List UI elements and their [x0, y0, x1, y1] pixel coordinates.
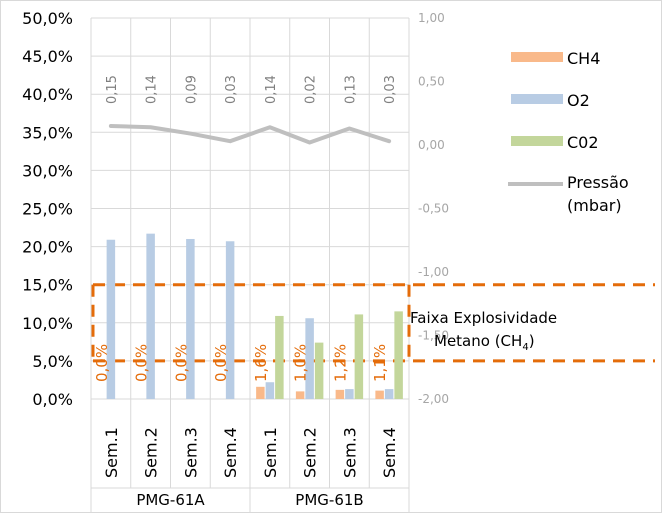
gridlines	[90, 17, 410, 513]
y-right-tick-label: 0,50	[418, 75, 445, 89]
y-left-tick-label: 35,0%	[22, 123, 73, 142]
bar-c02	[314, 342, 324, 399]
category-label: Sem.2	[301, 427, 320, 478]
bar-c02	[394, 311, 403, 399]
y-left-tick-label: 40,0%	[22, 85, 73, 104]
group-label: PMG-61B	[295, 491, 363, 509]
legend-label: (mbar)	[567, 196, 622, 215]
y-right-tick-label: -0,50	[418, 202, 449, 216]
band-label-text: Metano (CH	[434, 332, 522, 350]
bar-o2	[265, 382, 275, 399]
bar-o2	[106, 239, 116, 399]
bar-o2	[225, 241, 235, 399]
pressure-data-label: 0,09	[184, 75, 199, 104]
pressure-data-label: 0,14	[264, 75, 279, 104]
bar-o2	[305, 318, 314, 399]
y-left-tick-label: 45,0%	[22, 47, 73, 66]
band-label-line2: Metano (CH4)	[434, 332, 535, 353]
y-right-tick-label: -1,50	[418, 329, 449, 343]
band-label-line1: Faixa Explosividade	[410, 309, 557, 327]
pressure-data-label: 0,13	[343, 75, 358, 104]
legend-label: Pressão	[567, 173, 629, 192]
ch4-data-label: 0,0%	[93, 344, 111, 382]
bar-c02	[354, 314, 364, 399]
bar-ch4	[375, 390, 384, 399]
legend-label: CH4	[567, 49, 600, 68]
band-label-subscript: 4	[522, 342, 528, 353]
pressure-data-label: 0,02	[304, 75, 319, 104]
y-left-tick-label: 5,0%	[32, 352, 73, 371]
y-left-tick-label: 0,0%	[32, 390, 73, 409]
category-label: Sem.3	[340, 427, 359, 478]
legend-label: C02	[567, 133, 599, 152]
axes: 0,0% 5,0% 10,0% 15,0% 20,0% 25,0% 30,0% 35,0% 40…	[22, 9, 449, 509]
category-label: Sem.3	[181, 427, 200, 478]
pressure-data-label: 0,15	[105, 75, 120, 104]
y-left-tick-label: 20,0%	[22, 238, 73, 257]
legend-swatch-c02	[511, 136, 563, 146]
category-label: Sem.1	[261, 427, 280, 478]
pressure-line	[108, 123, 392, 145]
y-left-tick-label: 25,0%	[22, 200, 73, 219]
y-right-tick-label: -2,00	[418, 392, 449, 406]
category-label: Sem.1	[102, 427, 121, 478]
bar-o2	[384, 389, 394, 399]
ch4-data-label: 0,0%	[133, 344, 151, 382]
y-left-tick-label: 50,0%	[22, 9, 73, 28]
bar-ch4	[256, 386, 265, 399]
ch4-data-label: 1,6%	[252, 344, 270, 382]
explosivity-band	[91, 283, 655, 363]
legend-label: O2	[567, 91, 590, 110]
y-right-tick-label: -1,00	[418, 265, 449, 279]
ch4-data-label: 1,1%	[371, 344, 389, 382]
legend-swatch-ch4	[511, 52, 563, 62]
y-right-tick-label: 1,00	[418, 11, 445, 25]
bar-c02	[275, 315, 284, 399]
pressure-series	[108, 123, 392, 145]
y-left-tick-label: 30,0%	[22, 161, 73, 180]
y-right-tick-label: 0,00	[418, 138, 445, 152]
legend: CH4 O2 C02 Pressão (mbar)	[508, 49, 629, 215]
y-left-tick-label: 15,0%	[22, 276, 73, 295]
bar-ch4	[335, 389, 345, 399]
bar-ch4	[295, 391, 305, 399]
bar-o2	[186, 238, 195, 399]
category-label: Sem.4	[380, 427, 399, 478]
y-left-tick-label: 10,0%	[22, 314, 73, 333]
category-label: Sem.4	[221, 427, 240, 478]
bar-o2	[345, 389, 354, 399]
pressure-data-label: 0,14	[145, 75, 160, 104]
ch4-data-label: 1,2%	[331, 344, 349, 382]
pressure-data-label: 0,03	[224, 75, 239, 104]
ch4-data-label: 1,0%	[292, 344, 310, 382]
data-labels: 0,0% 0,0% 0,0% 0,0% 1,6% 1,0% 1,2% 1,1% 0,15 0,14…	[93, 75, 557, 382]
pressure-data-label: 0,03	[383, 75, 398, 104]
group-label: PMG-61A	[136, 491, 205, 509]
bar-o2	[146, 233, 155, 399]
bars	[106, 233, 403, 399]
legend-swatch-o2	[511, 94, 563, 104]
category-label: Sem.2	[142, 427, 161, 478]
ch4-data-label: 0,0%	[212, 344, 230, 382]
band-label-end: )	[529, 332, 535, 350]
ch4-data-label: 0,0%	[172, 344, 190, 382]
